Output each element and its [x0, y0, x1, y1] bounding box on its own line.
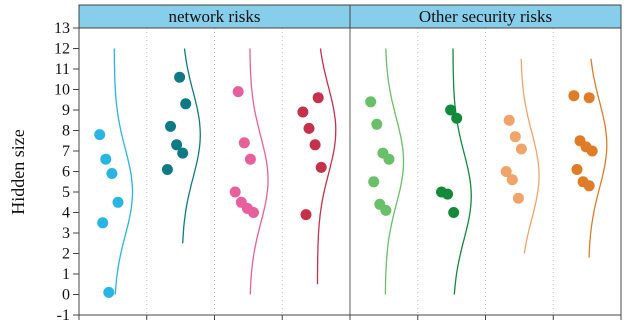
data-point — [500, 166, 512, 177]
density-curve — [316, 48, 337, 285]
data-point — [248, 207, 259, 218]
data-point — [244, 153, 256, 165]
grid-layer — [146, 28, 554, 315]
y-tick-label: 7 — [62, 143, 70, 160]
y-tick-label: 11 — [55, 61, 70, 78]
data-point — [300, 209, 312, 221]
data-point — [303, 122, 315, 134]
data-point — [180, 98, 192, 110]
data-point — [297, 106, 309, 118]
data-point — [103, 286, 115, 298]
density-curve — [452, 48, 472, 295]
data-point — [238, 137, 250, 149]
plot-frame — [78, 4, 622, 316]
data-point — [583, 180, 595, 192]
panel-headers: network risks Other security risks — [78, 4, 622, 29]
data-point — [106, 168, 118, 179]
density-curve — [520, 58, 540, 254]
data-point — [586, 145, 598, 157]
data-point — [315, 161, 327, 173]
y-tick-label: 2 — [62, 246, 70, 263]
data-point — [97, 217, 109, 229]
data-point — [174, 71, 186, 83]
data-point — [506, 174, 518, 186]
data-point — [365, 96, 377, 108]
data-point — [312, 92, 324, 104]
y-tick-label: 12 — [54, 41, 70, 58]
data-layer — [94, 48, 608, 298]
data-point — [229, 186, 241, 198]
y-tick-label: 8 — [62, 123, 70, 140]
data-point — [509, 131, 521, 143]
density-curve — [113, 48, 134, 295]
panel-label: network risks — [168, 7, 260, 26]
data-point — [448, 207, 460, 218]
y-tick-label: 9 — [62, 102, 70, 119]
data-point — [232, 86, 244, 98]
y-tick-label: 5 — [62, 184, 70, 201]
data-point — [515, 143, 527, 155]
density-curve — [182, 48, 201, 244]
data-point — [171, 139, 183, 151]
y-axis-title: Hidden size — [8, 129, 28, 214]
data-point — [380, 204, 392, 216]
data-point — [442, 188, 454, 200]
data-point — [165, 120, 176, 132]
data-point — [503, 114, 515, 126]
y-tick-label: 3 — [62, 225, 70, 242]
data-point — [568, 90, 580, 102]
panel-label: Other security risks — [419, 7, 552, 26]
data-point — [100, 153, 112, 165]
density-curve — [249, 48, 269, 295]
density-curve — [384, 48, 405, 295]
density-curve — [588, 58, 608, 258]
y-tick-label: 6 — [62, 164, 70, 181]
data-point — [583, 92, 595, 104]
data-point — [371, 118, 383, 130]
y-tick-label: 10 — [54, 82, 70, 99]
y-tick-label: 4 — [62, 205, 70, 222]
y-tick-label: 13 — [54, 20, 70, 37]
data-point — [368, 176, 380, 188]
data-point — [383, 153, 395, 165]
y-tick-label: -1 — [57, 307, 70, 321]
data-point — [309, 139, 321, 151]
y-tick-label: 1 — [62, 266, 70, 283]
data-point — [571, 164, 583, 175]
data-point — [161, 164, 173, 175]
data-point — [512, 192, 524, 204]
data-point — [177, 147, 189, 159]
data-point — [451, 112, 463, 124]
data-point — [112, 196, 124, 208]
data-point — [94, 129, 106, 141]
y-tick-label: 0 — [62, 287, 70, 304]
data-point — [445, 104, 457, 116]
